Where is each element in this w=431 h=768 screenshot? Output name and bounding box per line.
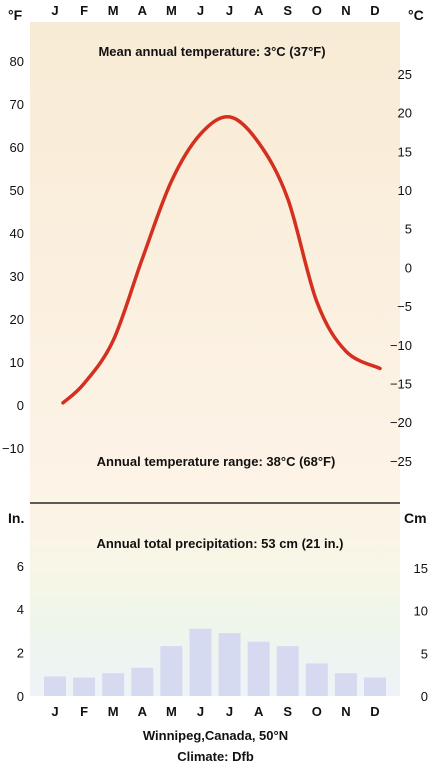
fahrenheit-tick-label: 70 [10, 97, 24, 112]
inches-axis-ticks: 0 2 4 6 [17, 559, 24, 704]
temperature-curve [61, 115, 382, 405]
celsius-tick-label: 15 [398, 144, 412, 159]
month-label-bottom: F [80, 704, 88, 719]
month-label-top: J [51, 3, 58, 18]
month-label-top: M [108, 3, 119, 18]
month-label-bottom: O [312, 704, 322, 719]
month-label-bottom: M [166, 704, 177, 719]
month-label-bottom: S [283, 704, 292, 719]
month-label-bottom: D [370, 704, 379, 719]
precipitation-title: Annual total precipitation: 53 cm (21 in… [96, 536, 343, 551]
celsius-tick-label: −20 [390, 415, 412, 430]
precipitation-bar [131, 667, 154, 696]
celsius-tick-label: −25 [390, 454, 412, 469]
month-label-top: A [254, 3, 264, 18]
precipitation-bar [160, 646, 183, 696]
fahrenheit-tick-label: 30 [10, 269, 24, 284]
precipitation-bars [44, 628, 386, 696]
month-label-top: F [80, 3, 88, 18]
fahrenheit-tick-label: 10 [10, 355, 24, 370]
month-label-top: J [226, 3, 233, 18]
month-label-top: N [341, 3, 350, 18]
celsius-tick-label: 20 [398, 106, 412, 121]
precipitation-bar [73, 677, 96, 696]
month-label-bottom: A [254, 704, 264, 719]
month-label-bottom: J [51, 704, 58, 719]
celsius-unit-label: °C [408, 7, 424, 23]
fahrenheit-tick-label: 0 [17, 398, 24, 413]
month-label-bottom: J [197, 704, 204, 719]
centimeters-tick-label: 10 [414, 604, 428, 619]
precipitation-bar [102, 673, 125, 696]
location-caption: Winnipeg,Canada, 50°N [142, 728, 289, 743]
celsius-axis-ticks: −25 −20 −15 −10 −5 0 5 10 15 20 25 [390, 67, 412, 469]
fahrenheit-tick-label: 20 [10, 312, 24, 327]
month-label-top: D [370, 3, 379, 18]
fahrenheit-axis-ticks: −10 0 10 20 30 40 50 60 70 80 [2, 54, 24, 456]
month-label-top: M [166, 3, 177, 18]
centimeters-unit-label: Cm [404, 510, 427, 526]
precipitation-bar [276, 646, 299, 696]
fahrenheit-tick-label: 80 [10, 54, 24, 69]
climate-caption: Climate: Dfb [177, 749, 254, 764]
celsius-tick-label: −5 [397, 299, 412, 314]
precipitation-panel-background [30, 503, 400, 696]
fahrenheit-tick-label: 40 [10, 226, 24, 241]
inches-tick-label: 6 [17, 559, 24, 574]
month-label-bottom: M [108, 704, 119, 719]
temperature-range-annotation: Annual temperature range: 38°C (68°F) [97, 454, 336, 469]
precipitation-bar [247, 641, 270, 696]
month-label-bottom: N [341, 704, 350, 719]
precipitation-bar [364, 677, 386, 696]
precipitation-bar [44, 676, 66, 696]
inches-tick-label: 4 [17, 602, 24, 617]
celsius-tick-label: −15 [390, 377, 412, 392]
inches-tick-label: 2 [17, 646, 24, 661]
precipitation-bar [334, 673, 357, 696]
month-label-top: J [197, 3, 204, 18]
mean-temperature-title: Mean annual temperature: 3°C (37°F) [98, 44, 325, 59]
month-label-top: A [138, 3, 148, 18]
centimeters-tick-label: 15 [414, 561, 428, 576]
centimeters-tick-label: 0 [421, 689, 428, 704]
precipitation-bar [218, 633, 241, 696]
celsius-tick-label: 0 [405, 260, 412, 275]
month-label-top: O [312, 3, 322, 18]
month-label-top: S [283, 3, 292, 18]
fahrenheit-tick-label: 60 [10, 140, 24, 155]
inches-unit-label: In. [8, 510, 24, 526]
fahrenheit-unit-label: °F [8, 7, 23, 23]
precipitation-bar [189, 628, 212, 696]
month-label-bottom: A [138, 704, 148, 719]
month-label-bottom: J [226, 704, 233, 719]
fahrenheit-tick-label: 50 [10, 183, 24, 198]
centimeters-axis-ticks: 0 5 10 15 [414, 561, 428, 704]
celsius-tick-label: 5 [405, 222, 412, 237]
celsius-tick-label: 10 [398, 183, 412, 198]
celsius-tick-label: 25 [398, 67, 412, 82]
fahrenheit-tick-label: −10 [2, 441, 24, 456]
centimeters-tick-label: 5 [421, 646, 428, 661]
precipitation-bar [305, 663, 328, 696]
inches-tick-label: 0 [17, 689, 24, 704]
temperature-panel-background [30, 22, 400, 503]
celsius-tick-label: −10 [390, 338, 412, 353]
